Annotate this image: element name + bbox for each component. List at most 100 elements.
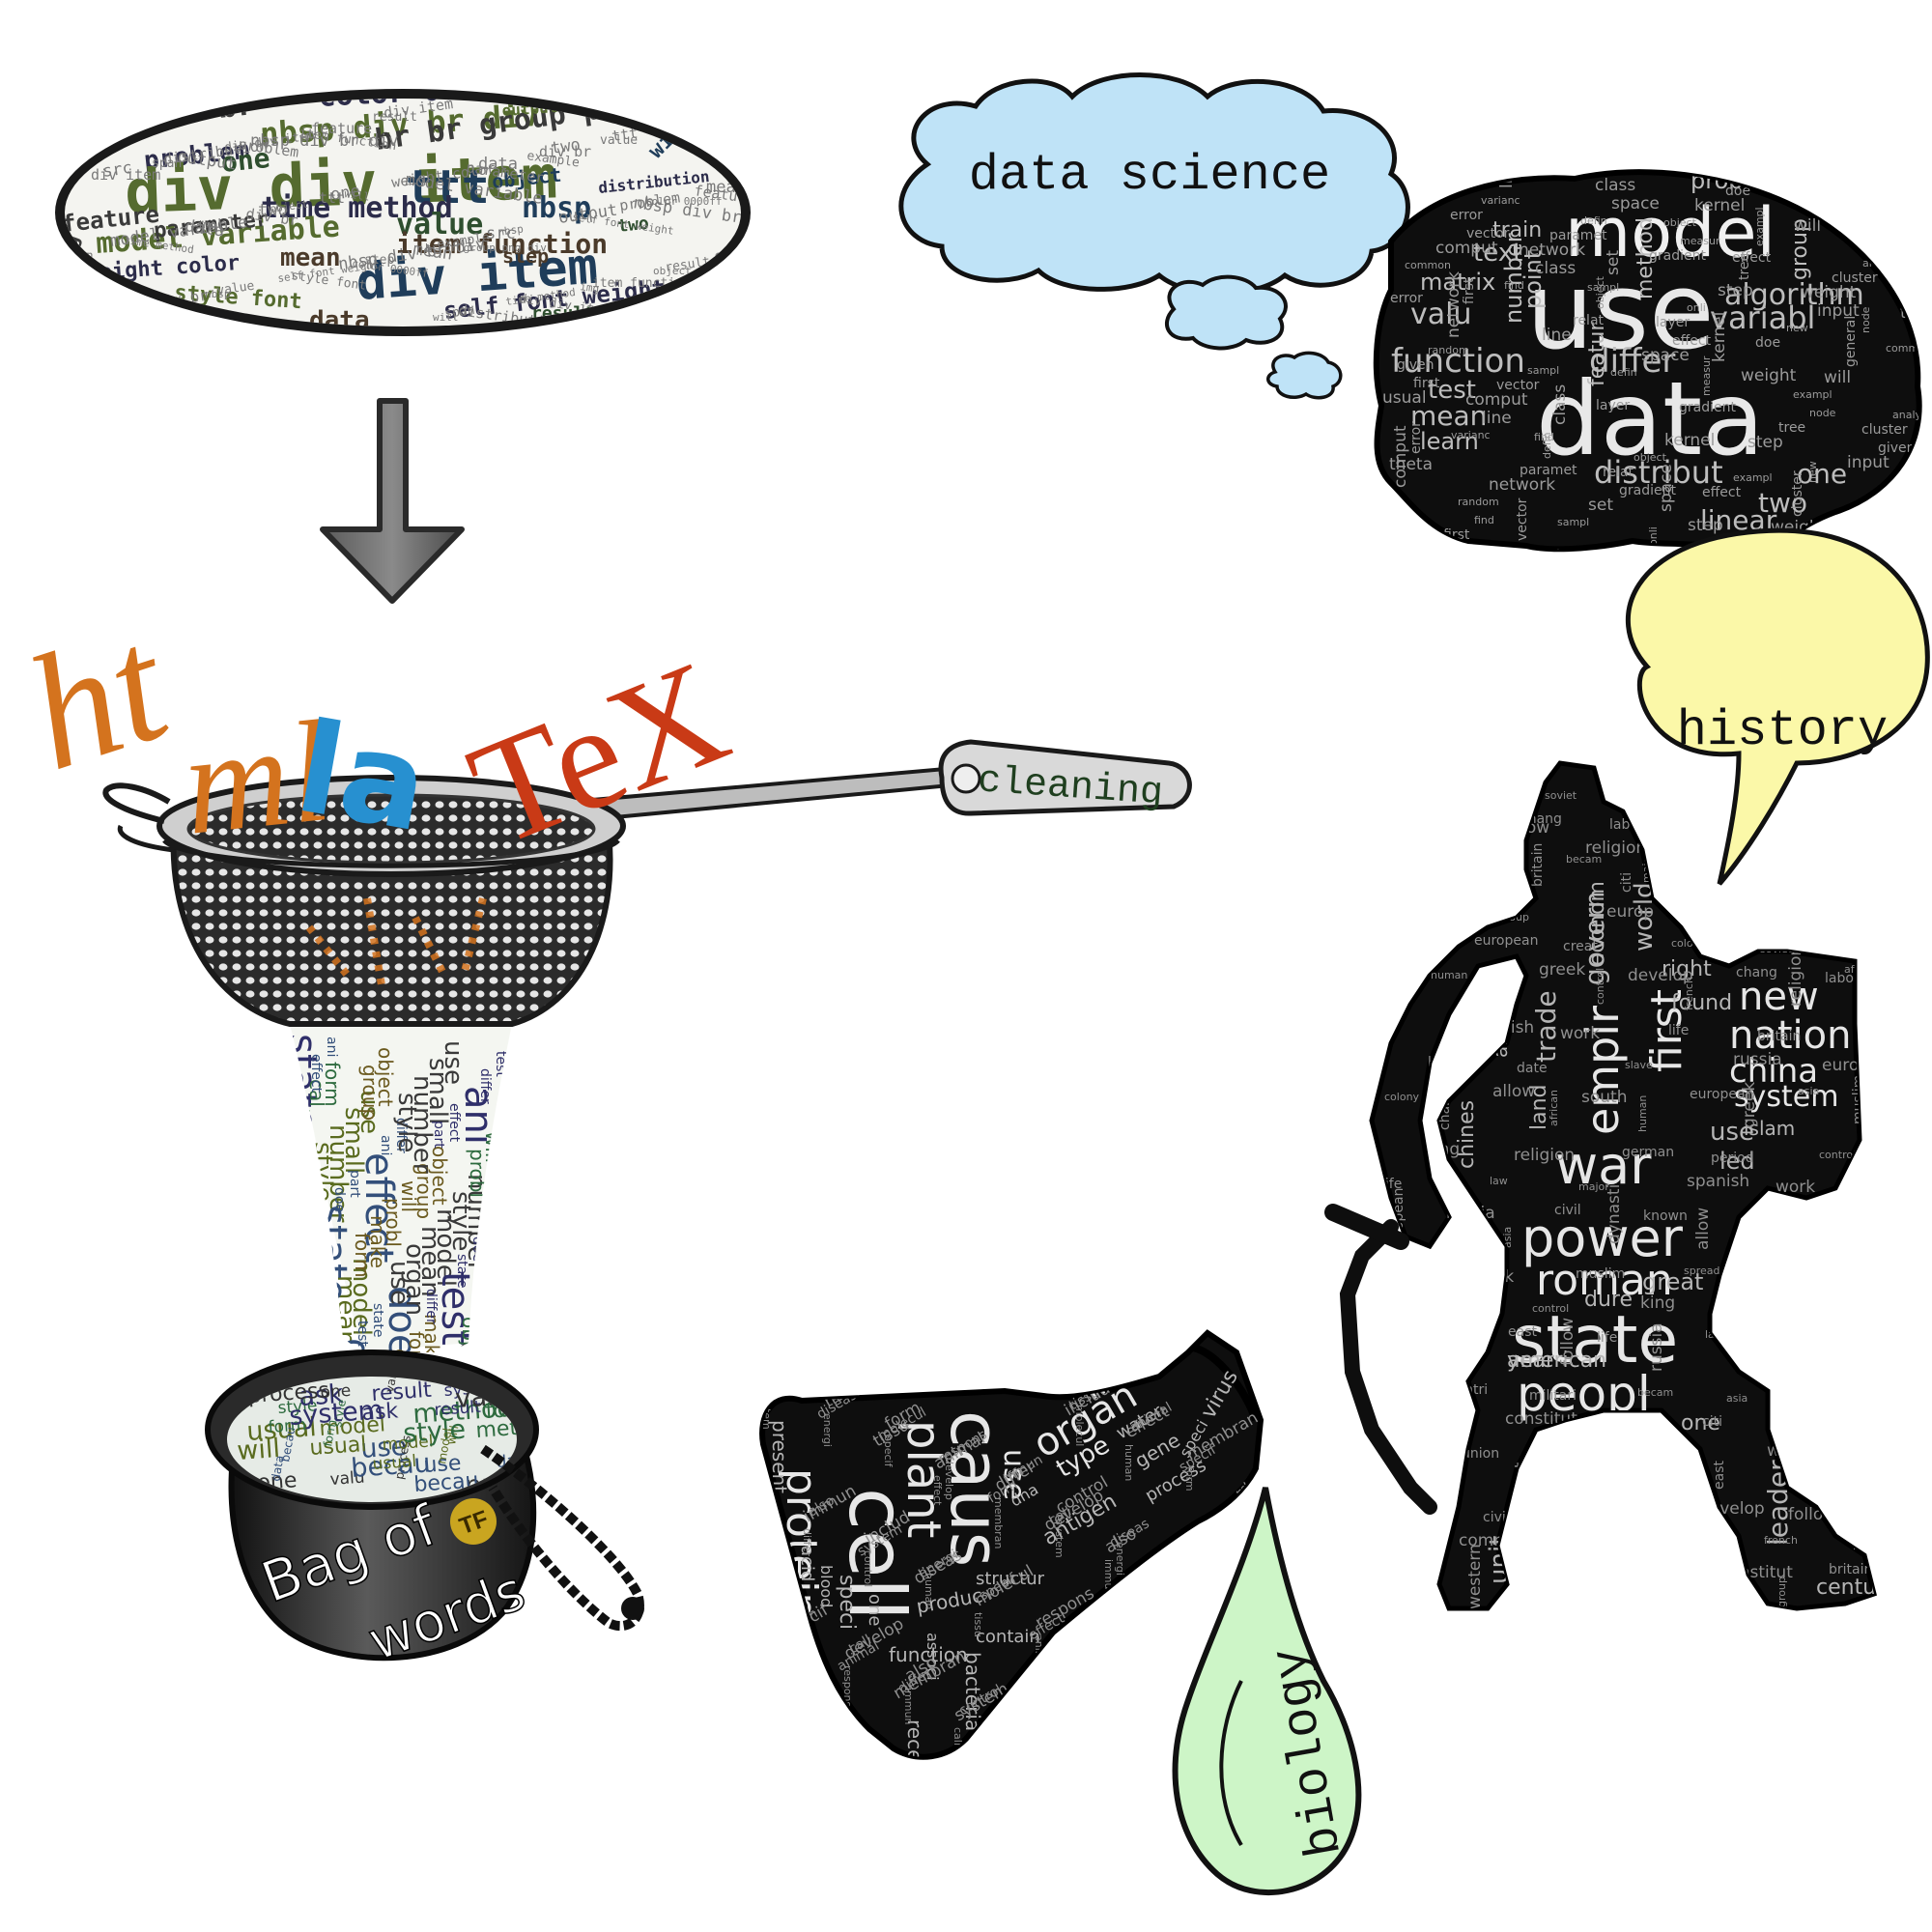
cloud-word: object: [428, 1146, 451, 1206]
cloud-word: develop: [1143, 1696, 1155, 1739]
cloud-word: point: [1520, 250, 1547, 309]
cloud-word: node: [1860, 306, 1872, 333]
cloud-word: differ: [1094, 1657, 1106, 1685]
cloud-word: model: [382, 1432, 434, 1455]
falling-letters-ml: ml: [176, 691, 337, 866]
cloud-word: empire: [1536, 1437, 1637, 1471]
cloud-word: cal: [473, 1299, 497, 1327]
cloud-word: group: [1570, 1444, 1601, 1457]
cloud-word: contain: [976, 1627, 1040, 1647]
cloud-word: color 0000ff: [645, 195, 722, 208]
cloud-word: develop: [1412, 812, 1478, 832]
cloud-word: sampl: [1587, 281, 1619, 294]
cloud-word: comput: [1391, 425, 1410, 488]
cloud-word: general: [1825, 204, 1876, 219]
cloud-word: kernel: [1664, 431, 1715, 450]
cloud-word: membran: [1087, 1620, 1151, 1666]
cloud-word: object: [290, 1096, 313, 1156]
cloud-word: countri: [1656, 1536, 1703, 1551]
cloud-word: img: [580, 280, 600, 296]
cloud-word: analysi: [1892, 409, 1930, 421]
cloud-word: step: [1688, 516, 1723, 535]
cloud-word: gradient: [1619, 483, 1676, 498]
falling-letters-la: la: [287, 694, 439, 861]
cloud-word: becau: [350, 1448, 431, 1484]
cloud-word: system: [288, 1395, 384, 1432]
cloud-word: receptor: [903, 1719, 926, 1802]
cloud-word: militari: [1529, 1388, 1577, 1404]
cloud-word: control: [1532, 1302, 1569, 1315]
cloud-word: britain: [1530, 843, 1546, 887]
cloud-word: plant: [896, 1420, 951, 1538]
cloud-word: asia: [1726, 1392, 1747, 1405]
cloud-word: differ: [801, 1528, 813, 1556]
cloud-word: german: [1837, 1298, 1889, 1314]
cloud-word: differ: [1589, 342, 1675, 381]
cloud-word: object: [1594, 275, 1606, 309]
cloud-word: communist: [1373, 921, 1392, 1012]
cloud-word: form: [268, 1415, 307, 1437]
cloud-word: america: [1452, 1033, 1495, 1045]
cloud-word: speci: [835, 1575, 859, 1630]
cloud-word: group: [1788, 218, 1812, 280]
data-science-cloud-shape: [898, 72, 1410, 297]
cloud-word: slave: [1840, 1212, 1868, 1225]
cloud-word: method: [1634, 217, 1658, 299]
cloud-word: layer: [1656, 315, 1690, 330]
cloud-word: data: [1536, 360, 1765, 478]
cloud-word: great: [1642, 1268, 1703, 1295]
cloud-word: polit: [1758, 1353, 1801, 1377]
cloud-word: human: [1431, 969, 1467, 981]
cloud-word: varianc: [1451, 429, 1491, 441]
cloud-word: form: [1082, 1636, 1124, 1672]
cloud-word: dynasti: [1605, 1184, 1624, 1244]
cloud-word: one: [865, 1594, 885, 1627]
cloud-word: western: [1695, 908, 1761, 927]
cloud-word: french: [1683, 977, 1695, 1010]
cloud-word: class: [1595, 176, 1635, 195]
bag-of-words: askstylemodeluseprocesssystemformusualbe…: [205, 1350, 644, 1674]
cloud-word: small: [339, 1107, 368, 1174]
cloud-word: slave: [1625, 1059, 1653, 1071]
cloud-word: value: [215, 279, 255, 298]
cloud-word: rule: [1536, 1437, 1592, 1471]
cloud-word: govern: [1578, 892, 1610, 985]
cloud-word: state: [1512, 1302, 1678, 1378]
cloud-word: tissu: [972, 1612, 984, 1637]
cloud-word: spanish: [1687, 1172, 1749, 1191]
cloud-word: defin: [1610, 366, 1637, 379]
cloud-word: part: [431, 1121, 446, 1149]
cloud-word: div div item: [124, 141, 558, 227]
cloud-word: african: [1548, 1090, 1560, 1126]
cloud-word: creat: [1563, 939, 1598, 954]
cloud-word: control: [1156, 1553, 1205, 1590]
cloud-word: given: [1878, 440, 1916, 456]
strainer-mesh: [170, 828, 613, 1027]
cloud-word: common: [1405, 259, 1451, 271]
cloud-word: develop: [943, 1458, 955, 1500]
cloud-word: leader: [1762, 1460, 1794, 1546]
history-label: history: [1677, 702, 1888, 759]
cloud-word: vector: [1515, 497, 1530, 541]
cloud-word: exampl: [1753, 207, 1766, 246]
cloud-word: constitut: [1505, 1409, 1577, 1429]
cloud-word: becau: [278, 1426, 298, 1463]
cloud-word: militari: [1804, 1199, 1820, 1246]
cloud-word: ani: [378, 1135, 393, 1155]
cloud-word: use: [423, 1451, 463, 1478]
cloud-word: human: [1122, 1444, 1135, 1481]
cloud-word: communist: [1674, 844, 1766, 864]
cloud-word: period: [1782, 843, 1826, 859]
cloud-word: east: [1508, 1324, 1537, 1340]
cloud-word: creat: [1623, 1449, 1638, 1484]
cloud-word: differ: [477, 1068, 493, 1104]
cloud-word: doe: [380, 1286, 424, 1357]
cloud-word: number: [324, 1124, 353, 1223]
cloud-word: two: [258, 201, 288, 220]
cloud-word: will: [236, 1434, 281, 1466]
cloud-word: known: [1643, 1208, 1688, 1224]
cloud-word: theta: [1389, 455, 1433, 474]
cloud-word: modern: [1751, 1207, 1793, 1219]
cloud-word: weight color: [685, 112, 791, 144]
cloud-word: associ: [923, 1633, 942, 1681]
